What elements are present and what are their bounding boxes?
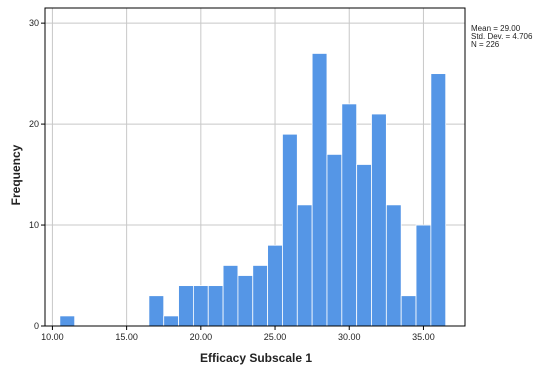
histogram-bar bbox=[267, 244, 283, 327]
histogram-bar bbox=[148, 295, 165, 327]
histogram-bar bbox=[237, 275, 254, 327]
histogram-bar bbox=[178, 285, 194, 327]
histogram-bar bbox=[252, 265, 269, 327]
histogram-bar bbox=[296, 204, 313, 327]
x-tick-label: 10.00 bbox=[41, 332, 64, 342]
n-label: N = 226 bbox=[471, 40, 500, 49]
y-tick-label: 30 bbox=[29, 18, 39, 28]
x-tick-label: 25.00 bbox=[264, 332, 287, 342]
axis-ticks: 10.00 15.00 20.00 25.00 30.00 35.00 0 10 20 30 bbox=[29, 18, 435, 342]
y-tick-label: 10 bbox=[29, 220, 39, 230]
histogram-bar bbox=[326, 153, 343, 327]
histogram-bar bbox=[193, 285, 209, 327]
x-axis-label: Efficacy Subscale 1 bbox=[200, 351, 312, 365]
histogram-bar bbox=[415, 224, 432, 327]
histogram-bar bbox=[207, 285, 224, 327]
histogram-bar bbox=[356, 164, 372, 327]
histogram-bar bbox=[341, 103, 358, 327]
x-tick-label: 35.00 bbox=[412, 332, 435, 342]
histogram-bar bbox=[222, 265, 239, 327]
y-tick-label: 0 bbox=[34, 321, 39, 331]
histogram-bar bbox=[59, 315, 76, 327]
x-tick-label: 30.00 bbox=[338, 332, 361, 342]
histogram-bar bbox=[311, 53, 328, 327]
histogram-bar bbox=[385, 204, 402, 327]
statistics-legend: Mean = 29.00 Std. Dev. = 4.706 N = 226 bbox=[471, 25, 532, 49]
histogram-bars bbox=[59, 53, 447, 327]
plot-frame bbox=[44, 7, 466, 327]
y-axis-label: Frequency bbox=[9, 144, 23, 205]
histogram-bar bbox=[163, 315, 179, 327]
histogram-bar bbox=[371, 113, 387, 327]
histogram-bar bbox=[400, 295, 417, 327]
x-tick-label: 15.00 bbox=[115, 332, 138, 342]
y-tick-label: 20 bbox=[29, 119, 39, 129]
std-dev-label: Std. Dev. = 4.706 bbox=[471, 32, 533, 41]
x-tick-label: 20.00 bbox=[190, 332, 213, 342]
histogram-bar bbox=[282, 133, 298, 327]
mean-label: Mean = 29.00 bbox=[471, 24, 521, 33]
histogram-bar bbox=[430, 73, 447, 327]
